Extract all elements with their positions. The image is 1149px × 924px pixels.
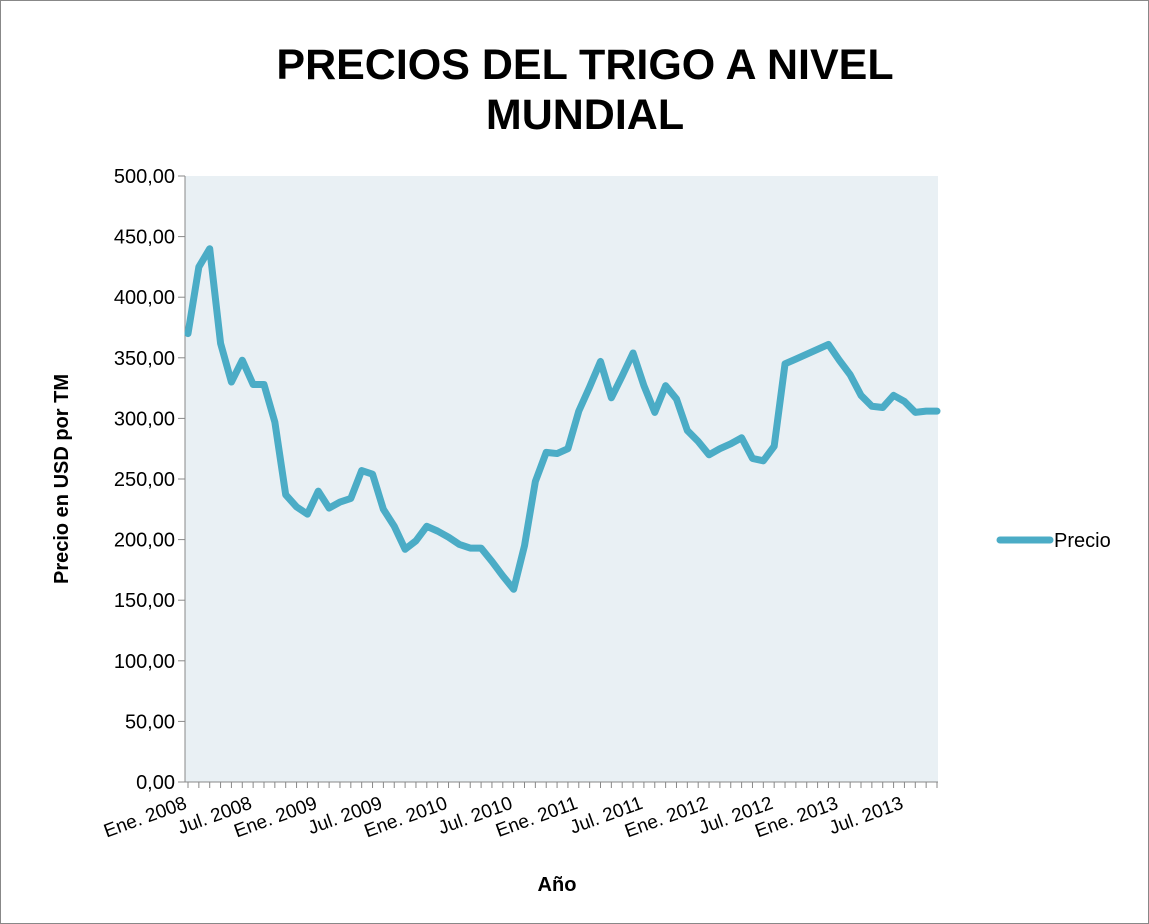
chart-title: PRECIOS DEL TRIGO A NIVEL MUNDIAL (276, 41, 894, 139)
y-tick-label: 50,00 (125, 711, 175, 733)
legend-label: Precio (1054, 530, 1111, 552)
plot-area (185, 176, 938, 782)
y-tick-label: 250,00 (114, 469, 175, 491)
y-tick-label: 350,00 (114, 348, 175, 370)
y-tick-label: 300,00 (114, 408, 175, 430)
y-tick-label: 0,00 (136, 772, 175, 794)
y-axis-title: Precio en USD por TM (51, 374, 73, 584)
x-axis-title: Año (538, 874, 577, 896)
y-tick-label: 150,00 (114, 590, 175, 612)
y-tick-label: 200,00 (114, 530, 175, 552)
y-tick-label: 500,00 (114, 166, 175, 188)
y-tick-label: 100,00 (114, 651, 175, 673)
data-line (184, 245, 941, 593)
y-tick-label: 400,00 (114, 287, 175, 309)
y-tick-label: 450,00 (114, 227, 175, 249)
